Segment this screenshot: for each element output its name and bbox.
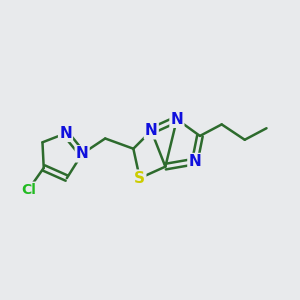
Text: N: N bbox=[170, 112, 183, 127]
Text: N: N bbox=[76, 146, 88, 161]
Text: Cl: Cl bbox=[21, 183, 36, 197]
Text: N: N bbox=[188, 154, 201, 169]
Text: S: S bbox=[134, 171, 145, 186]
Text: N: N bbox=[59, 126, 72, 141]
Text: N: N bbox=[145, 123, 158, 138]
